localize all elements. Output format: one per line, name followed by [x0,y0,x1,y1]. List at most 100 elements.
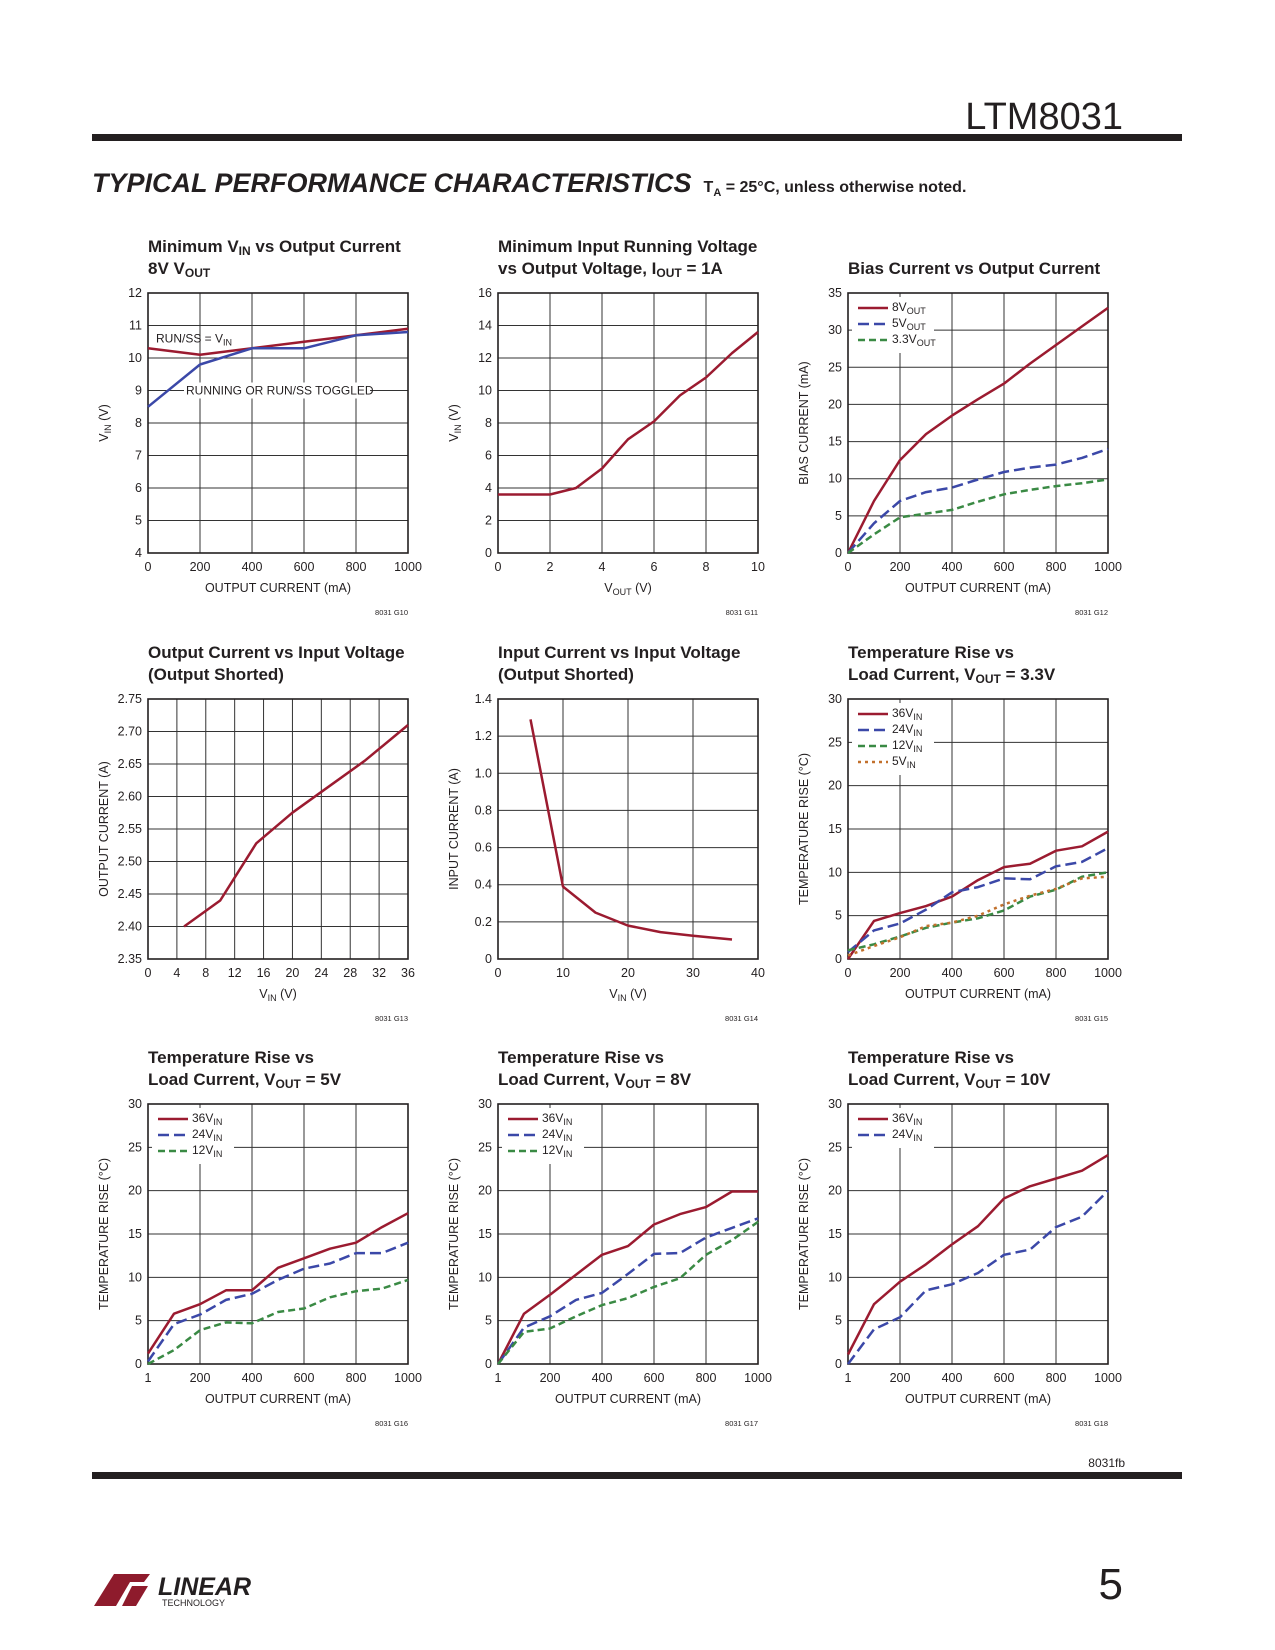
x-axis-label: OUTPUT CURRENT (mA) [905,581,1051,595]
graph-code: 8031 G18 [1075,1419,1108,1428]
y-tick-label: 0 [485,546,492,560]
x-axis-label: VOUT (V) [604,581,651,597]
y-tick-label: 0.8 [475,803,492,817]
x-tick-label: 800 [1046,1371,1067,1385]
x-tick-label: 1 [495,1371,502,1385]
x-tick-label: 36 [401,966,415,980]
plot-frame [497,292,759,554]
plot-frame [147,698,409,960]
series-line-red [146,1212,409,1355]
y-tick-label: 5 [485,1314,492,1328]
chart-title: (Output Shorted) [498,665,634,684]
plot-frame [147,1103,409,1365]
y-tick-label: 35 [828,286,842,300]
x-axis-label: VIN (V) [259,987,296,1003]
chart-title: Input Current vs Input Voltage [498,643,740,662]
x-axis-label: OUTPUT CURRENT (mA) [905,1392,1051,1406]
series-line-red [846,306,1109,554]
y-tick-label: 2.35 [118,952,142,966]
x-tick-label: 800 [346,1371,367,1385]
x-tick-label: 1 [145,1371,152,1385]
annotation-running: RUNNING OR RUN/SS TOGGLED [186,384,374,398]
y-tick-label: 2.65 [118,757,142,771]
chart-title: Minimum VIN vs Output Current [148,237,401,258]
x-tick-label: 600 [994,1371,1015,1385]
y-axis-label: TEMPERATURE RISE (°C) [97,1158,111,1310]
y-tick-label: 15 [128,1227,142,1241]
x-tick-label: 0 [845,966,852,980]
y-tick-label: 15 [828,1227,842,1241]
y-tick-label: 0 [485,1357,492,1371]
graph-code: 8031 G11 [726,608,758,617]
plot-frame [147,292,409,554]
x-tick-label: 4 [173,966,180,980]
x-tick-label: 1000 [1094,560,1122,574]
x-tick-label: 400 [942,1371,963,1385]
x-tick-label: 200 [190,1371,211,1385]
x-tick-label: 0 [495,560,502,574]
y-tick-label: 20 [128,1184,142,1198]
x-axis-label: OUTPUT CURRENT (mA) [205,581,351,595]
x-tick-label: 400 [592,1371,613,1385]
graph-code: 8031 G12 [1075,608,1108,617]
x-tick-label: 600 [294,1371,315,1385]
legend-background [852,1108,934,1148]
x-tick-label: 800 [1046,966,1067,980]
x-tick-label: 200 [890,966,911,980]
chart-title: Temperature Rise vs [848,1048,1014,1067]
x-tick-label: 600 [994,560,1015,574]
x-tick-label: 800 [346,560,367,574]
y-tick-label: 7 [135,449,142,463]
series-line-red [498,331,759,496]
x-tick-label: 0 [145,560,152,574]
conditions-prefix: T [703,179,714,196]
section-title: TYPICAL PERFORMANCE CHARACTERISTICS [92,168,692,198]
x-tick-label: 0 [845,560,852,574]
chart-title: Output Current vs Input Voltage [148,643,405,662]
y-tick-label: 30 [128,1097,142,1111]
chart-title: Load Current, VOUT = 8V [498,1070,692,1091]
y-tick-label: 11 [129,319,142,333]
y-tick-label: 30 [478,1097,492,1111]
series-line-blue [846,1189,1109,1365]
revision-code: 8031fb [1088,1456,1125,1470]
y-tick-label: 4 [135,546,142,560]
y-tick-label: 20 [478,1184,492,1198]
y-tick-label: 0.2 [475,915,492,929]
y-axis-label: TEMPERATURE RISE (°C) [797,1158,811,1310]
y-axis-label: TEMPERATURE RISE (°C) [447,1158,461,1310]
y-tick-label: 5 [135,514,142,528]
y-tick-label: 10 [128,351,142,365]
legend-label: 3.3VOUT [892,332,936,348]
y-tick-label: 0.6 [475,841,492,855]
y-tick-label: 6 [485,449,492,463]
graph-code: 8031 G17 [725,1419,758,1428]
y-tick-label: 8 [485,416,492,430]
y-tick-label: 9 [135,384,142,398]
y-tick-label: 0 [835,546,842,560]
chart-title: Load Current, VOUT = 5V [148,1070,342,1091]
x-tick-label: 1000 [394,560,422,574]
x-tick-label: 8 [703,560,710,574]
x-tick-label: 1000 [1094,1371,1122,1385]
legend-label: 36VIN [892,1111,922,1127]
x-tick-label: 200 [890,560,911,574]
plot-frame [497,1103,759,1365]
y-tick-label: 10 [828,1270,842,1284]
y-tick-label: 15 [828,822,842,836]
chart-title: Minimum Input Running Voltage [498,237,757,256]
legend-label: 8VOUT [892,300,926,316]
series-line-blue [847,846,1109,954]
y-tick-label: 2.45 [118,887,142,901]
x-tick-label: 200 [890,1371,911,1385]
header-rule [92,134,1182,141]
graph-code: 8031 G14 [725,1014,758,1023]
series-line-red [496,1190,758,1365]
plot-frame [847,698,1109,960]
graph-code: 8031 G16 [375,1419,408,1428]
y-tick-label: 30 [828,323,842,337]
series-line-blue [147,330,409,408]
y-tick-label: 10 [478,1270,492,1284]
